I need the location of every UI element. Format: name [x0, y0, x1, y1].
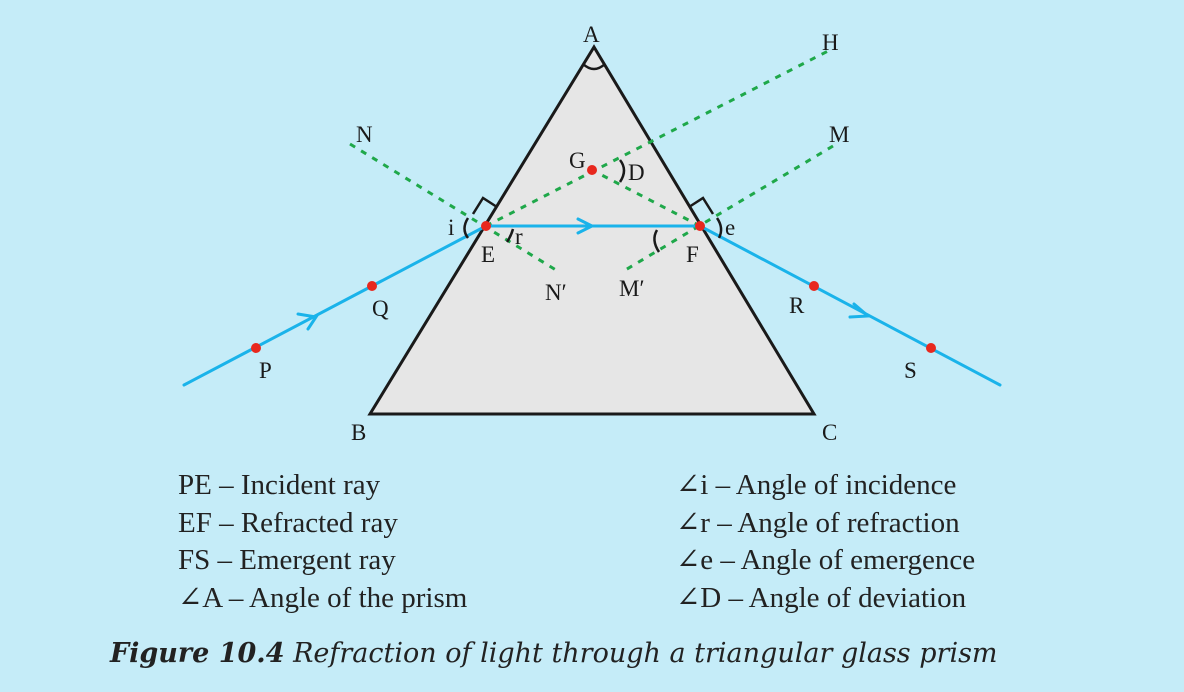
legend-right: ∠i – Angle of incidence ∠r – Angle of re…: [676, 467, 975, 617]
figure-label: Figure 10.4: [110, 638, 285, 669]
right-angle-mark-F: [688, 196, 715, 215]
label-Q: Q: [372, 296, 389, 321]
point-R: [809, 281, 819, 291]
figure-caption-text: Refraction of light through a triangular…: [293, 638, 998, 669]
label-F: F: [686, 242, 699, 267]
legend-item: ∠r – Angle of refraction: [676, 506, 960, 539]
label-D: D: [628, 160, 645, 185]
label-i: i: [448, 215, 454, 240]
emergent-ray-FS: [698, 224, 1002, 387]
label-G: G: [569, 148, 586, 173]
label-E: E: [481, 242, 495, 267]
refracted-ray-arrow: [576, 217, 596, 235]
label-r: r: [515, 224, 523, 249]
label-M: M: [829, 122, 849, 147]
angle-arc-A: [582, 63, 606, 71]
emergent-ray-arrow: [848, 302, 872, 319]
legend-item: PE – Incident ray: [178, 469, 381, 501]
normal-line-NN: [349, 142, 557, 272]
label-N-prime: N′: [545, 280, 567, 305]
label-N: N: [356, 122, 373, 147]
angle-arc-e: [715, 217, 723, 239]
legend-item: ∠D – Angle of deviation: [676, 581, 967, 614]
right-angle-mark-E: [471, 196, 498, 215]
label-C: C: [822, 420, 837, 445]
normal-line-MM: [621, 144, 834, 274]
label-R: R: [789, 293, 805, 318]
angle-arc-r: [505, 228, 515, 243]
angle-arc-F: [653, 229, 661, 253]
legend-item: EF – Refracted ray: [178, 506, 398, 539]
legend-left: PE – Incident ray EF – Refracted ray FS …: [178, 467, 467, 617]
point-P: [251, 343, 261, 353]
label-S: S: [904, 358, 917, 383]
angle-arc-i: [463, 217, 470, 239]
legend-item: ∠i – Angle of incidence: [676, 469, 957, 501]
point-F: [695, 221, 705, 231]
label-H: H: [822, 30, 839, 55]
label-M-prime: M′: [619, 276, 644, 301]
prism-triangle: [367, 44, 817, 416]
label-B: B: [351, 420, 366, 445]
legend-item: FS – Emergent ray: [178, 544, 396, 576]
label-A: A: [583, 22, 600, 47]
point-Q: [367, 281, 377, 291]
label-e: e: [725, 215, 735, 240]
label-P: P: [259, 358, 272, 383]
point-E: [481, 221, 491, 231]
figure-caption: Figure 10.4 Refraction of light through …: [110, 638, 998, 669]
angle-arc-D: [618, 159, 626, 183]
legend-item: ∠e – Angle of emergence: [676, 544, 976, 576]
point-S: [926, 343, 936, 353]
legend-item: ∠A – Angle of the prism: [178, 581, 468, 614]
incident-ray-arrow: [296, 312, 319, 331]
point-G: [587, 165, 597, 175]
incident-ray-PE: [182, 224, 488, 387]
